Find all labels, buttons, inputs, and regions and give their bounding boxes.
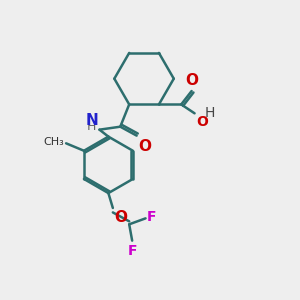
Text: O: O — [185, 73, 198, 88]
Text: H: H — [205, 106, 215, 120]
Text: O: O — [114, 210, 127, 225]
Text: F: F — [147, 210, 157, 224]
Text: F: F — [128, 244, 137, 258]
Text: CH₃: CH₃ — [43, 137, 64, 147]
Text: O: O — [138, 139, 151, 154]
Text: O: O — [196, 115, 208, 129]
Text: N: N — [85, 113, 98, 128]
Text: H: H — [86, 120, 96, 133]
